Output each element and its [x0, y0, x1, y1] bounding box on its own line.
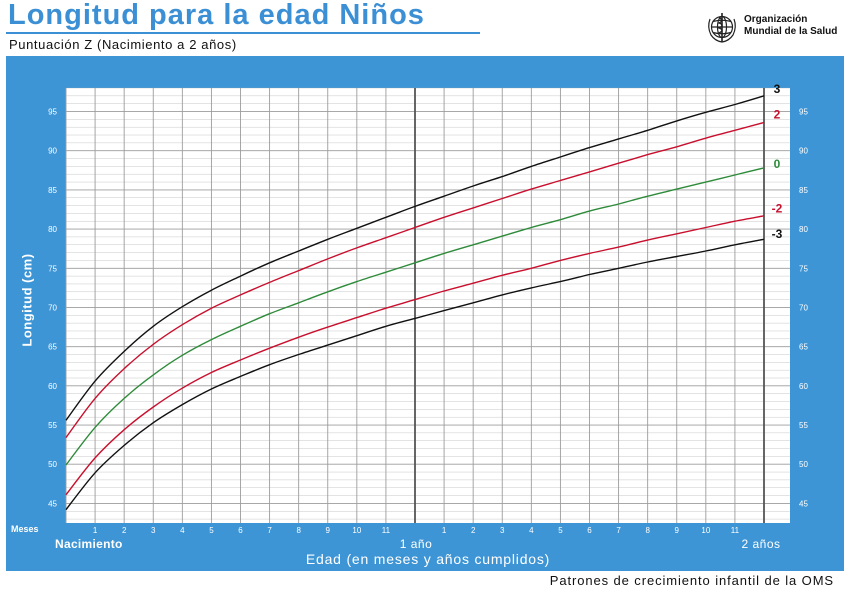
- y-tick-label-right: 55: [799, 421, 808, 430]
- x-tick-label: 5: [209, 526, 214, 535]
- chart-subtitle: Puntuación Z (Nacimiento a 2 años): [9, 37, 237, 52]
- who-emblem-icon: [708, 13, 736, 43]
- series-line-z2: [65, 121, 765, 439]
- series-label-z2: 2: [774, 108, 781, 122]
- x-tick-label: 1: [442, 526, 447, 535]
- x-tick-label: 4: [180, 526, 185, 535]
- y-tick-label-left: 50: [48, 460, 57, 469]
- footer-source: Patrones de crecimiento infantil de la O…: [549, 573, 834, 588]
- x-tick-label: 6: [587, 526, 592, 535]
- y-tick-label-right: 80: [799, 225, 808, 234]
- y-tick-label-right: 70: [799, 303, 808, 312]
- series-label-z3: 3: [774, 82, 781, 96]
- series-label-z-2: -2: [772, 202, 783, 216]
- y-tick-label-right: 65: [799, 343, 808, 352]
- title-underline: [6, 32, 480, 34]
- series-line-z-3: [65, 238, 765, 511]
- series-label-z0: 0: [774, 157, 781, 171]
- x-tick-label: 10: [352, 526, 361, 535]
- series-line-z0: [65, 167, 765, 466]
- x-tick-label: 3: [500, 526, 505, 535]
- who-org-line1: Organización: [744, 14, 808, 25]
- who-org-line2: Mundial de la Salud: [744, 26, 838, 37]
- x-tick-label: 1: [93, 526, 98, 535]
- y-tick-label-left: 95: [48, 108, 57, 117]
- x-tick-label: 2: [471, 526, 476, 535]
- y-tick-label-right: 50: [799, 460, 808, 469]
- x-tick-label: 4: [529, 526, 534, 535]
- x-axis-label: Edad (en meses y años cumplidos): [305, 551, 551, 567]
- y-tick-label-right: 60: [799, 382, 808, 391]
- x-tick-label: 6: [238, 526, 243, 535]
- y-tick-label-right: 85: [799, 186, 808, 195]
- x-tick-label: 7: [267, 526, 272, 535]
- y-tick-label-left: 70: [48, 303, 57, 312]
- series-label-z-3: -3: [772, 227, 783, 241]
- y-tick-label-left: 55: [48, 421, 57, 430]
- y-tick-label-left: 90: [48, 147, 57, 156]
- x-tick-label: 11: [731, 526, 740, 535]
- y-axis-label: Longitud (cm): [19, 253, 35, 347]
- series-line-z-2: [65, 215, 765, 496]
- series-line-z3: [65, 95, 765, 421]
- y-tick-label-left: 45: [48, 499, 57, 508]
- milestone-birth-label: Nacimiento: [55, 537, 123, 551]
- x-tick-label: 2: [122, 526, 127, 535]
- who-org-name: Organización Mundial de la Salud: [744, 14, 837, 38]
- x-tick-label: 8: [296, 526, 301, 535]
- x-tick-label: 3: [151, 526, 156, 535]
- x-tick-label: 11: [382, 526, 391, 535]
- x-tick-label: 7: [616, 526, 621, 535]
- milestone-1-year-label: 1 año: [399, 537, 433, 551]
- plot-area: [66, 88, 790, 523]
- y-tick-label-left: 75: [48, 264, 57, 273]
- y-tick-label-left: 65: [48, 343, 57, 352]
- x-tick-label: 9: [675, 526, 680, 535]
- y-tick-label-left: 85: [48, 186, 57, 195]
- y-tick-label-right: 95: [799, 108, 808, 117]
- y-tick-label-left: 60: [48, 382, 57, 391]
- y-tick-label-right: 45: [799, 499, 808, 508]
- x-tick-label: 5: [558, 526, 563, 535]
- x-tick-label: 10: [701, 526, 710, 535]
- y-tick-label-right: 75: [799, 264, 808, 273]
- x-tick-label: 9: [326, 526, 331, 535]
- milestone-2-years-label: 2 años: [741, 537, 781, 551]
- y-tick-label-left: 80: [48, 225, 57, 234]
- chart-title: Longitud para la edad Niños: [8, 0, 425, 31]
- y-tick-label-right: 90: [799, 147, 808, 156]
- x-axis-caption: Meses: [11, 524, 39, 534]
- x-tick-label: 8: [645, 526, 650, 535]
